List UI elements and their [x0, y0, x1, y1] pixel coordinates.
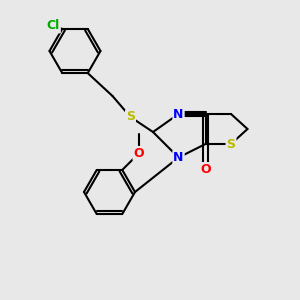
Text: N: N — [173, 107, 184, 121]
Text: S: S — [226, 137, 236, 151]
Text: O: O — [134, 147, 144, 160]
Text: S: S — [126, 110, 135, 124]
Text: N: N — [173, 151, 184, 164]
Text: Cl: Cl — [46, 20, 60, 32]
Text: O: O — [200, 163, 211, 176]
